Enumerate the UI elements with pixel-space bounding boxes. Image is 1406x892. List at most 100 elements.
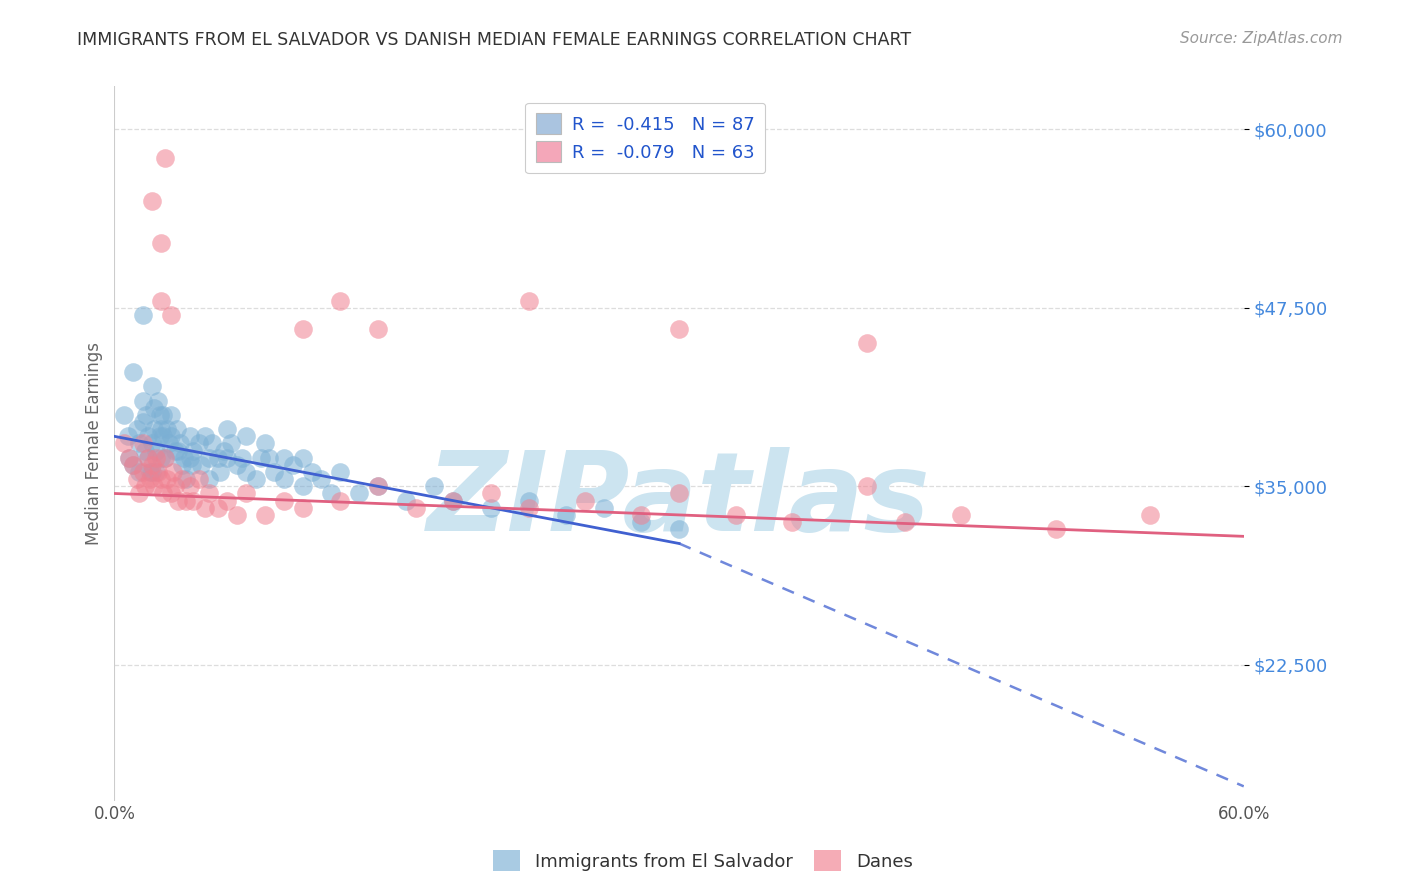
Point xyxy=(245,472,267,486)
Point xyxy=(142,401,165,415)
Point xyxy=(149,408,172,422)
Point xyxy=(188,472,211,486)
Point xyxy=(217,450,239,465)
Point xyxy=(160,486,183,500)
Text: ZIPatlas: ZIPatlas xyxy=(427,447,931,554)
Point xyxy=(517,500,540,515)
Point xyxy=(167,443,190,458)
Point xyxy=(856,479,879,493)
Point xyxy=(149,429,172,443)
Point xyxy=(201,436,224,450)
Point xyxy=(152,486,174,500)
Point xyxy=(134,443,156,458)
Point xyxy=(136,450,159,465)
Point xyxy=(311,472,333,486)
Point xyxy=(125,472,148,486)
Legend: R =  -0.415   N = 87, R =  -0.079   N = 63: R = -0.415 N = 87, R = -0.079 N = 63 xyxy=(524,103,765,173)
Point xyxy=(329,293,352,308)
Point xyxy=(145,450,167,465)
Point xyxy=(150,236,173,251)
Legend: Immigrants from El Salvador, Danes: Immigrants from El Salvador, Danes xyxy=(486,843,920,879)
Point xyxy=(291,500,314,515)
Point xyxy=(395,493,418,508)
Point xyxy=(367,322,389,336)
Point xyxy=(367,479,389,493)
Point xyxy=(235,465,257,479)
Point xyxy=(141,458,163,472)
Point xyxy=(155,450,177,465)
Point xyxy=(207,450,229,465)
Point xyxy=(118,450,141,465)
Point xyxy=(225,508,247,522)
Point xyxy=(668,522,690,536)
Point xyxy=(125,422,148,436)
Point xyxy=(173,450,195,465)
Point xyxy=(1139,508,1161,522)
Point xyxy=(217,422,239,436)
Point xyxy=(128,486,150,500)
Point xyxy=(112,436,135,450)
Point xyxy=(146,393,169,408)
Point xyxy=(131,436,153,450)
Point xyxy=(574,493,596,508)
Point xyxy=(1045,522,1067,536)
Point xyxy=(291,479,314,493)
Point xyxy=(188,436,211,450)
Point xyxy=(156,472,179,486)
Point xyxy=(219,436,242,450)
Point xyxy=(141,194,163,208)
Point xyxy=(172,458,194,472)
Point xyxy=(441,493,464,508)
Point xyxy=(291,322,314,336)
Point xyxy=(225,458,247,472)
Point xyxy=(152,408,174,422)
Text: IMMIGRANTS FROM EL SALVADOR VS DANISH MEDIAN FEMALE EARNINGS CORRELATION CHART: IMMIGRANTS FROM EL SALVADOR VS DANISH ME… xyxy=(77,31,911,49)
Point xyxy=(139,472,162,486)
Point xyxy=(235,429,257,443)
Point xyxy=(172,472,194,486)
Point xyxy=(141,379,163,393)
Point xyxy=(668,322,690,336)
Point xyxy=(141,465,163,479)
Point xyxy=(117,429,139,443)
Point xyxy=(273,493,295,508)
Point xyxy=(174,472,197,486)
Point xyxy=(197,486,219,500)
Point xyxy=(301,465,323,479)
Point xyxy=(160,429,183,443)
Point xyxy=(479,486,502,500)
Point xyxy=(150,450,173,465)
Point xyxy=(141,436,163,450)
Point xyxy=(555,508,578,522)
Point xyxy=(273,450,295,465)
Point xyxy=(145,465,167,479)
Point xyxy=(128,465,150,479)
Point xyxy=(253,508,276,522)
Point xyxy=(163,443,186,458)
Point xyxy=(163,479,186,493)
Point xyxy=(131,393,153,408)
Point xyxy=(405,500,427,515)
Point xyxy=(950,508,973,522)
Point xyxy=(150,293,173,308)
Point xyxy=(157,436,180,450)
Point xyxy=(724,508,747,522)
Text: Source: ZipAtlas.com: Source: ZipAtlas.com xyxy=(1180,31,1343,46)
Point xyxy=(169,436,191,450)
Point xyxy=(347,486,370,500)
Point xyxy=(283,458,305,472)
Point xyxy=(180,458,202,472)
Point xyxy=(197,472,219,486)
Point xyxy=(122,458,145,472)
Point xyxy=(179,450,201,465)
Point xyxy=(630,508,652,522)
Point xyxy=(517,293,540,308)
Point xyxy=(856,336,879,351)
Point xyxy=(479,500,502,515)
Point xyxy=(235,486,257,500)
Point xyxy=(329,465,352,479)
Point xyxy=(156,422,179,436)
Point xyxy=(291,450,314,465)
Point xyxy=(122,365,145,379)
Point xyxy=(183,443,205,458)
